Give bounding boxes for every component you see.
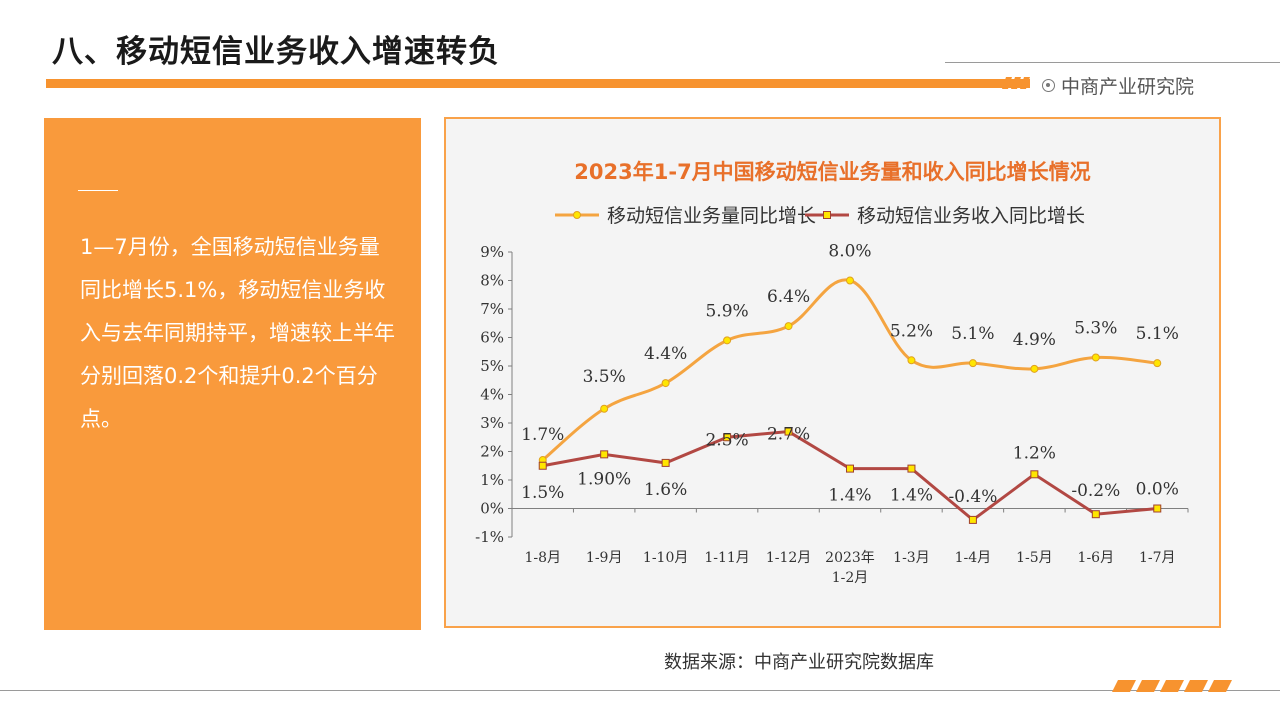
page-title: 八、移动短信业务收入增速转负 [52, 34, 500, 70]
stripes-decoration [1002, 77, 1030, 89]
summary-panel [44, 118, 421, 630]
brand: 中商产业研究院 [1042, 72, 1194, 99]
footer-stripes-decoration [1112, 680, 1232, 692]
data-source: 数据来源：中商产业研究院数据库 [664, 652, 934, 673]
brand-logo-icon [1042, 79, 1055, 92]
summary-divider [78, 190, 118, 191]
summary-text: 1—7月份，全国移动短信业务量同比增长5.1%，移动短信业务收入与去年同期持平，… [80, 235, 395, 431]
title-underline-bar [46, 79, 1030, 88]
brand-name: 中商产业研究院 [1061, 76, 1195, 98]
chart-title: 2023年1-7月中国移动短信业务量和收入同比增长情况 [574, 160, 1091, 184]
header-divider [945, 62, 1280, 63]
chart-frame [444, 117, 1221, 628]
footer-divider [0, 690, 1280, 691]
